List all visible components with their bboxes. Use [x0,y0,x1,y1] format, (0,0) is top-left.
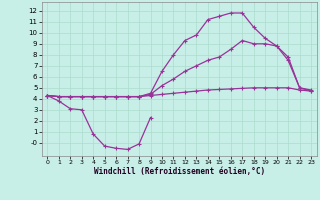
X-axis label: Windchill (Refroidissement éolien,°C): Windchill (Refroidissement éolien,°C) [94,167,265,176]
